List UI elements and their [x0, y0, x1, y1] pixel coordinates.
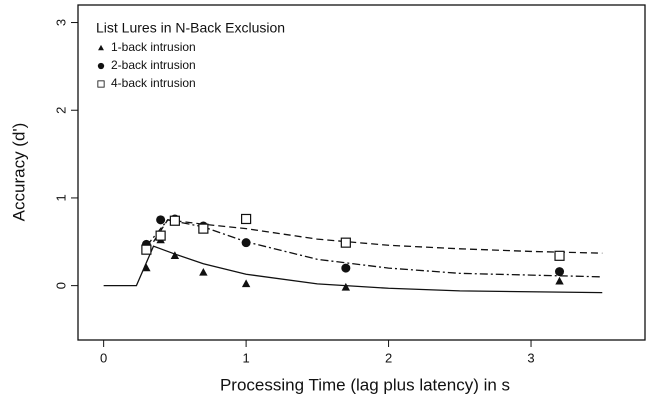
- data-point: [341, 282, 351, 291]
- x-tick-label: 0: [100, 350, 107, 365]
- data-point: [169, 215, 180, 226]
- y-tick-label: 3: [53, 19, 68, 26]
- x-tick-label: 2: [385, 350, 392, 365]
- x-axis-label: Processing Time (lag plus latency) in s: [220, 375, 510, 394]
- legend-marker: [97, 62, 105, 70]
- legend-label: 2-back intrusion: [111, 58, 196, 72]
- legend-title: List Lures in N-Back Exclusion: [96, 20, 285, 36]
- legend-label: 1-back intrusion: [111, 40, 196, 54]
- fit-curve: [103, 245, 603, 294]
- data-point: [241, 238, 251, 248]
- x-tick-label: 3: [527, 350, 534, 365]
- data-point: [241, 279, 251, 288]
- data-point: [170, 251, 180, 260]
- data-point: [155, 230, 166, 241]
- data-point: [554, 250, 565, 261]
- y-tick-label: 1: [53, 194, 68, 201]
- y-axis-label: Accuracy (d'): [9, 123, 28, 222]
- data-point: [340, 237, 351, 248]
- data-point: [241, 213, 252, 225]
- data-point: [141, 244, 152, 255]
- data-point: [142, 263, 151, 272]
- data-point: [156, 215, 166, 225]
- legend-label: 4-back intrusion: [111, 76, 196, 90]
- legend-marker: [98, 44, 104, 51]
- data-point: [341, 263, 351, 273]
- x-tick-label: 1: [242, 350, 249, 365]
- data-point: [198, 223, 209, 234]
- y-tick-label: 0: [53, 282, 68, 289]
- plot-frame: [77, 4, 646, 341]
- legend-marker: [97, 80, 105, 88]
- y-tick-label: 2: [53, 107, 68, 114]
- data-point: [555, 267, 565, 277]
- fit-curve: [152, 219, 603, 254]
- data-point: [199, 267, 208, 276]
- fit-curve: [145, 219, 603, 278]
- data-point: [555, 276, 564, 285]
